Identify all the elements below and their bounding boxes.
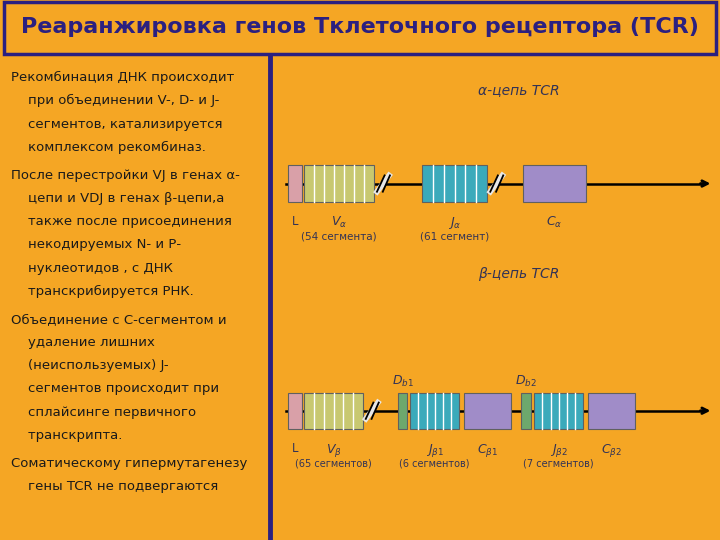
Text: (7 сегментов): (7 сегментов) (523, 459, 594, 469)
Text: (неиспользуемых) J-: (неиспользуемых) J- (11, 359, 168, 372)
Text: $C_\alpha$: $C_\alpha$ (546, 215, 562, 231)
Text: L: L (292, 215, 298, 228)
Text: (54 сегмента): (54 сегмента) (301, 232, 377, 242)
Text: β-цепь TCR: β-цепь TCR (478, 267, 559, 281)
Text: (6 сегментов): (6 сегментов) (400, 459, 470, 469)
Text: транскрибируется РНК.: транскрибируется РНК. (11, 285, 194, 298)
Text: После перестройки VJ в генах α-: После перестройки VJ в генах α- (11, 169, 240, 182)
Text: (61 сегмент): (61 сегмент) (420, 232, 490, 242)
Text: также после присоединения: также после присоединения (11, 215, 232, 228)
Text: $V_\alpha$: $V_\alpha$ (331, 215, 347, 231)
Text: $C_{\beta2}$: $C_{\beta2}$ (601, 442, 622, 460)
Bar (288, 165, 302, 201)
Text: при объединении V-, D- и J-: при объединении V-, D- и J- (11, 94, 219, 107)
Bar (305, 393, 363, 429)
Text: сплайсинге первичного: сплайсинге первичного (11, 406, 196, 419)
Text: Объединение с С-сегментом и: Объединение с С-сегментом и (11, 313, 226, 326)
Bar (534, 393, 583, 429)
Text: $D_{b2}$: $D_{b2}$ (515, 374, 536, 389)
Text: $J_{\beta2}$: $J_{\beta2}$ (550, 442, 568, 460)
Bar (397, 393, 408, 429)
Text: Рекомбинация ДНК происходит: Рекомбинация ДНК происходит (11, 71, 234, 84)
Bar (305, 165, 374, 201)
Text: $D_{b1}$: $D_{b1}$ (392, 374, 413, 389)
Bar (521, 393, 531, 429)
Text: Реаранжировка генов Тклеточного рецептора (TCR): Реаранжировка генов Тклеточного рецептор… (21, 17, 699, 37)
Text: $J_\alpha$: $J_\alpha$ (448, 215, 462, 231)
Text: нуклеотидов , с ДНК: нуклеотидов , с ДНК (11, 261, 173, 275)
Text: $J_{\beta1}$: $J_{\beta1}$ (426, 442, 444, 460)
Text: $C_{\beta1}$: $C_{\beta1}$ (477, 442, 498, 460)
Text: Соматическому гипермутагенезу: Соматическому гипермутагенезу (11, 457, 247, 470)
Bar (410, 393, 459, 429)
Text: сегментов происходит при: сегментов происходит при (11, 382, 219, 395)
Bar (464, 393, 511, 429)
Text: комплексом рекомбиназ.: комплексом рекомбиназ. (11, 141, 206, 154)
Text: транскрипта.: транскрипта. (11, 429, 122, 442)
Text: гены TCR не подвергаются: гены TCR не подвергаются (11, 480, 218, 493)
Bar (588, 393, 635, 429)
Bar (523, 165, 585, 201)
Text: удаление лишних: удаление лишних (11, 336, 155, 349)
Text: L: L (292, 442, 298, 455)
Bar (288, 393, 302, 429)
Text: некодируемых N- и Р-: некодируемых N- и Р- (11, 239, 181, 252)
Text: α-цепь TCR: α-цепь TCR (477, 84, 559, 98)
Text: сегментов, катализируется: сегментов, катализируется (11, 118, 222, 131)
Bar (422, 165, 487, 201)
Text: (65 сегментов): (65 сегментов) (295, 459, 372, 469)
Text: $V_\beta$: $V_\beta$ (325, 442, 341, 460)
Text: цепи и VDJ в генах β-цепи,а: цепи и VDJ в генах β-цепи,а (11, 192, 224, 205)
